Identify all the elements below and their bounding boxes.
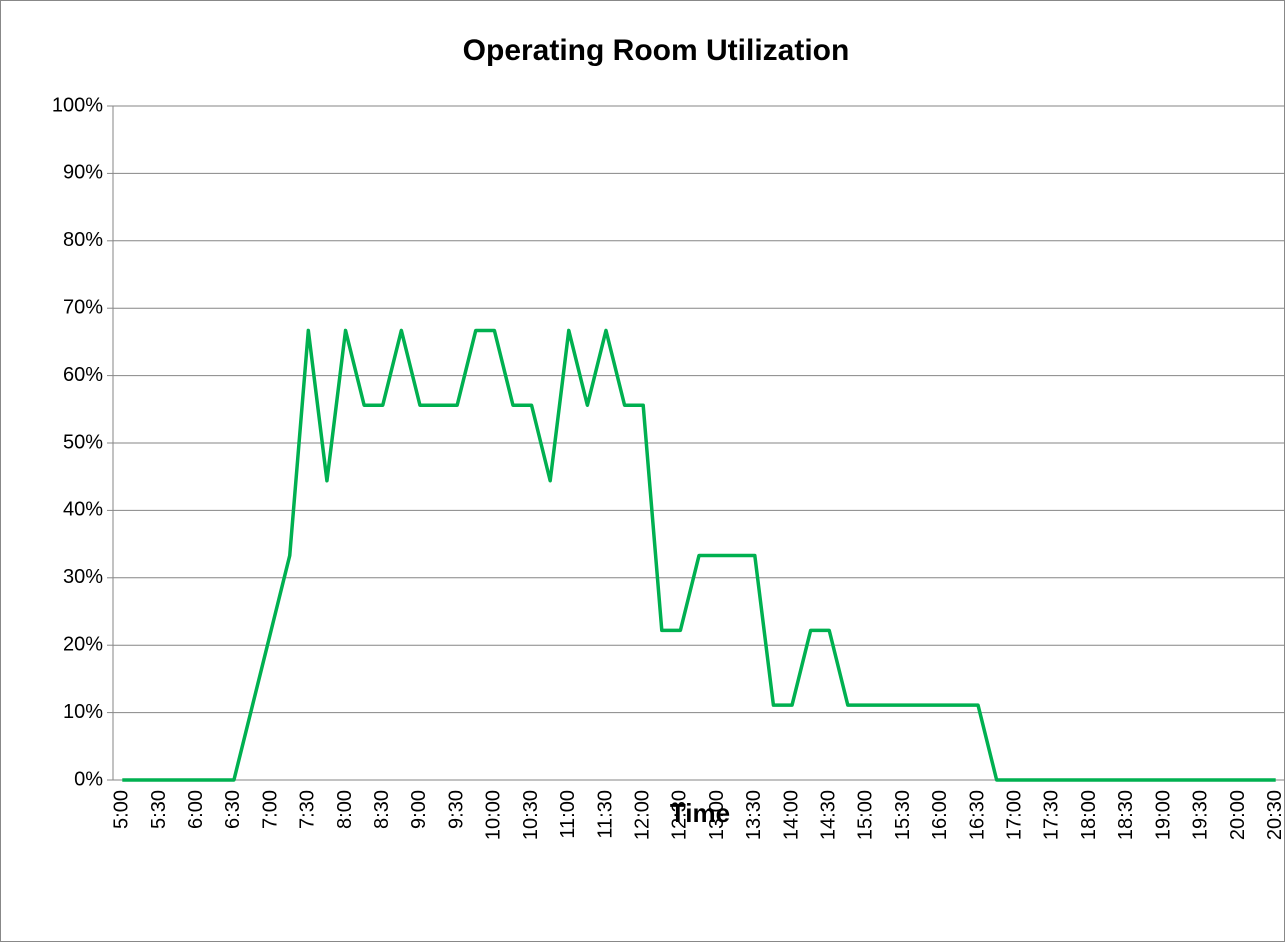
x-tick-label: 5:30 [148,790,170,829]
x-tick-label: 20:00 [1227,790,1249,840]
x-tick-label: 19:00 [1152,790,1174,840]
x-tick-label: 14:00 [780,790,802,840]
x-tick-label: 20:30 [1264,790,1285,840]
x-tick-label: 10:30 [520,790,542,840]
x-tick-label: 17:00 [1004,790,1026,840]
x-tick-label: 6:30 [222,790,244,829]
x-tick-label: 12:30 [669,790,691,840]
y-tick-label: 50% [63,431,103,453]
x-tick-label: 18:00 [1078,790,1100,840]
x-tick-label: 8:30 [371,790,393,829]
x-tick-label: 12:00 [631,790,653,840]
x-tick-label: 16:30 [966,790,988,840]
y-tick-label: 40% [63,499,103,521]
y-tick-label: 100% [52,94,103,116]
x-tick-label: 13:00 [706,790,728,840]
x-tick-label: 11:00 [557,790,579,839]
y-tick-label: 80% [63,229,103,251]
x-tick-label: 9:00 [408,790,430,829]
x-tick-label: 6:00 [185,790,207,829]
y-tick-label: 0% [74,768,103,790]
x-tick-label: 8:00 [334,790,356,829]
x-tick-label: 5:00 [111,790,133,829]
x-tick-label: 7:00 [259,790,281,829]
x-tick-label: 7:30 [297,790,319,829]
x-tick-label: 15:30 [892,790,914,840]
x-tick-label: 18:30 [1115,790,1137,840]
data-line [122,328,1276,782]
x-tick-label: 15:00 [855,790,877,840]
y-tick-label: 20% [63,633,103,655]
x-tick-label: 10:00 [483,790,505,840]
x-tick-label: 11:30 [594,790,616,839]
y-tick-label: 90% [63,162,103,184]
y-tick-label: 70% [63,296,103,318]
x-tick-label: 19:30 [1190,790,1212,840]
x-tick-label: 14:30 [818,790,840,840]
x-tick-label: 16:00 [929,790,951,840]
x-tick-label: 17:30 [1041,790,1063,840]
x-tick-label: 13:30 [743,790,765,840]
y-tick-label: 30% [63,566,103,588]
y-tick-label: 60% [63,364,103,386]
x-axis-title: Time [670,798,730,828]
chart-title: Operating Room Utilization [463,34,850,67]
y-tick-label: 10% [63,701,103,723]
x-tick-label: 9:30 [445,790,467,829]
